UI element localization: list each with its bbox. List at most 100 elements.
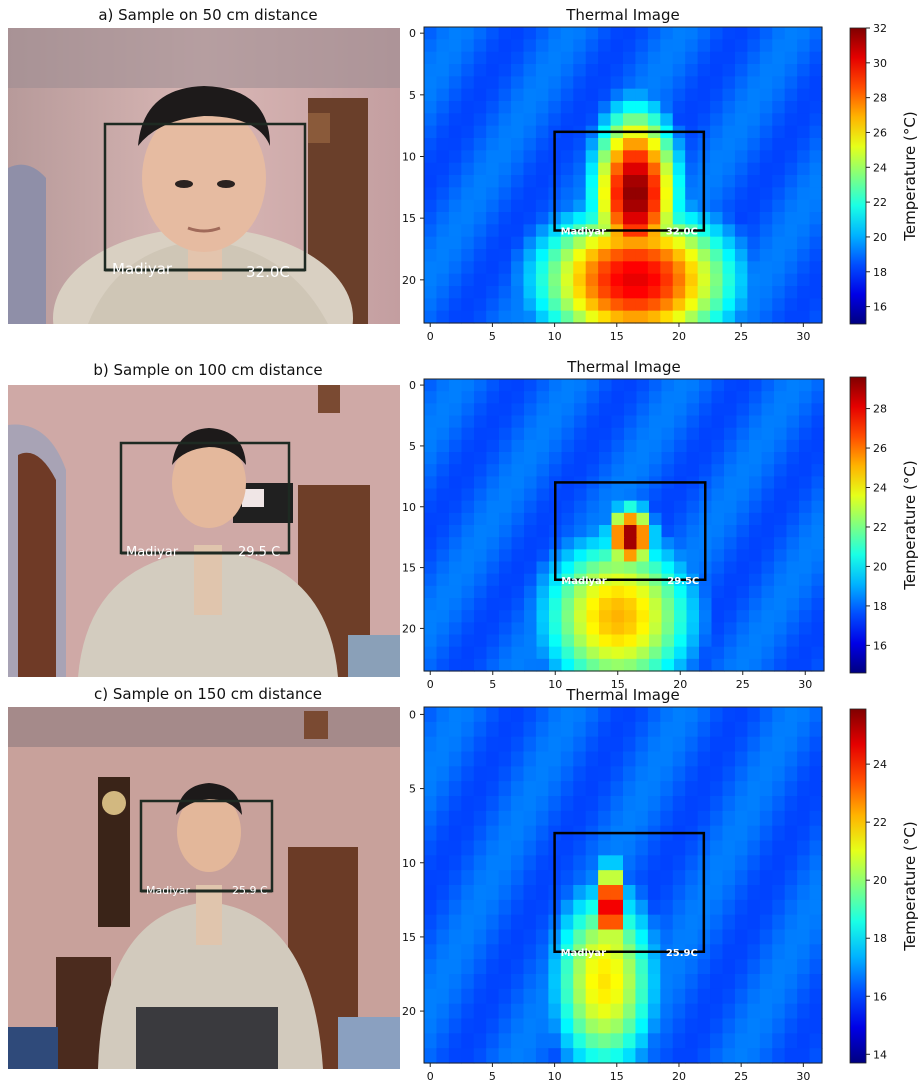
- heatmap-cell: [772, 27, 786, 40]
- heatmap-cell: [536, 573, 550, 587]
- heatmap-cell: [635, 27, 649, 40]
- heatmap-cell: [511, 585, 525, 599]
- heatmap-cell: [799, 439, 813, 453]
- heatmap-cell: [747, 138, 761, 151]
- heatmap-cell: [685, 707, 699, 723]
- heatmap-cell: [486, 224, 500, 238]
- heatmap-cell: [699, 658, 713, 672]
- heatmap-cell: [784, 249, 798, 262]
- heatmap-cell: [610, 855, 624, 871]
- heatmap-cell: [809, 944, 823, 960]
- heatmap-cell: [759, 707, 773, 723]
- heatmap-cell: [797, 1048, 811, 1064]
- heatmap-cell: [711, 500, 725, 514]
- heatmap-cell: [448, 150, 462, 164]
- heatmap-cell: [672, 959, 686, 975]
- heatmap-cell: [647, 840, 661, 856]
- heatmap-cell: [722, 113, 736, 127]
- heatmap-cell: [574, 452, 588, 465]
- heatmap-cell: [747, 810, 761, 827]
- heatmap-cell: [499, 585, 513, 599]
- heatmap-cell: [536, 598, 550, 611]
- heatmap-cell: [424, 64, 438, 77]
- heatmap-cell: [486, 855, 500, 871]
- heatmap-cell: [511, 88, 525, 102]
- heatmap-cell: [635, 988, 649, 1005]
- heatmap-cell: [486, 113, 500, 127]
- heatmap-cell: [647, 707, 661, 723]
- heatmap-cell: [511, 427, 525, 441]
- heatmap-cell: [784, 162, 798, 176]
- heatmap-cell: [436, 298, 450, 312]
- heatmap-cell: [511, 974, 525, 990]
- heatmap-cell: [499, 488, 513, 502]
- heatmap-cell: [486, 885, 500, 901]
- heatmap-cell: [424, 914, 438, 931]
- heatmap-cell: [461, 224, 475, 238]
- figure-panel-b: b) Sample on 100 cm distance Madiyar 29.…: [0, 355, 924, 691]
- heatmap-cell: [448, 796, 462, 812]
- heatmap-cell: [599, 598, 613, 611]
- heatmap-cell: [523, 212, 537, 225]
- heatmap-cell: [610, 914, 624, 931]
- heatmap-cell: [797, 101, 811, 114]
- heatmap-cell: [660, 27, 674, 40]
- heatmap-cell: [461, 476, 475, 490]
- heatmap-cell: [797, 870, 811, 886]
- heatmap-cell: [573, 929, 587, 945]
- heatmap-cell: [710, 162, 724, 176]
- heatmap-cell: [774, 500, 788, 514]
- heatmap-cell: [736, 561, 750, 575]
- heatmap-cell: [649, 512, 663, 526]
- heatmap-cell: [448, 199, 462, 213]
- heatmap-cell: [660, 150, 674, 164]
- heatmap-cell: [699, 452, 713, 465]
- heatmap-cell: [573, 76, 587, 90]
- heatmap-cell: [724, 610, 738, 623]
- heatmap-cell: [672, 286, 686, 299]
- heatmap-cell: [585, 162, 599, 176]
- heatmap-cell: [535, 199, 549, 213]
- colorbar-tick-label: 20: [873, 231, 887, 244]
- heatmap-cell: [647, 988, 661, 1005]
- heatmap-cell: [535, 810, 549, 827]
- heatmap-cell: [524, 646, 538, 660]
- heatmap-cell: [623, 249, 637, 262]
- heatmap-cell: [523, 796, 537, 812]
- heatmap-cell: [610, 236, 624, 250]
- heatmap-cell: [511, 855, 525, 871]
- heatmap-cell: [647, 796, 661, 812]
- heatmap-cell: [573, 751, 587, 767]
- heatmap-cell: [784, 298, 798, 312]
- heatmap-cell: [786, 598, 800, 611]
- heatmap-cell: [809, 199, 823, 213]
- heatmap-cell: [747, 781, 761, 797]
- colorbar-tick-label: 20: [873, 874, 887, 887]
- heatmap-cell: [722, 125, 736, 139]
- heatmap-cell: [486, 273, 500, 287]
- heatmap-cell: [697, 27, 711, 40]
- heatmap-cell: [573, 1018, 587, 1034]
- heatmap-cell: [461, 1033, 475, 1049]
- heatmap-cell: [574, 391, 588, 404]
- heatmap-cell: [461, 249, 475, 262]
- heatmap-cell: [561, 525, 575, 538]
- heatmap-cell: [486, 150, 500, 164]
- heatmap-cell: [809, 236, 823, 250]
- heatmap-cell: [672, 298, 686, 312]
- heatmap-cell: [585, 1033, 599, 1049]
- heatmap-cell: [448, 736, 462, 753]
- heatmap-cell: [486, 1048, 500, 1064]
- heatmap-cell: [711, 379, 725, 392]
- heatmap-cell: [611, 439, 625, 453]
- heatmap-cell: [424, 261, 438, 275]
- y-tick-label: 10: [402, 857, 416, 870]
- colorbar-tick-label: 28: [873, 403, 887, 416]
- heatmap-cell: [623, 781, 637, 797]
- heatmap-cell: [573, 199, 587, 213]
- heatmap-cell: [535, 885, 549, 901]
- heatmap-cell: [585, 88, 599, 102]
- heatmap-cell: [461, 707, 475, 723]
- heatmap-cell: [747, 1003, 761, 1020]
- heatmap-cell: [448, 51, 462, 65]
